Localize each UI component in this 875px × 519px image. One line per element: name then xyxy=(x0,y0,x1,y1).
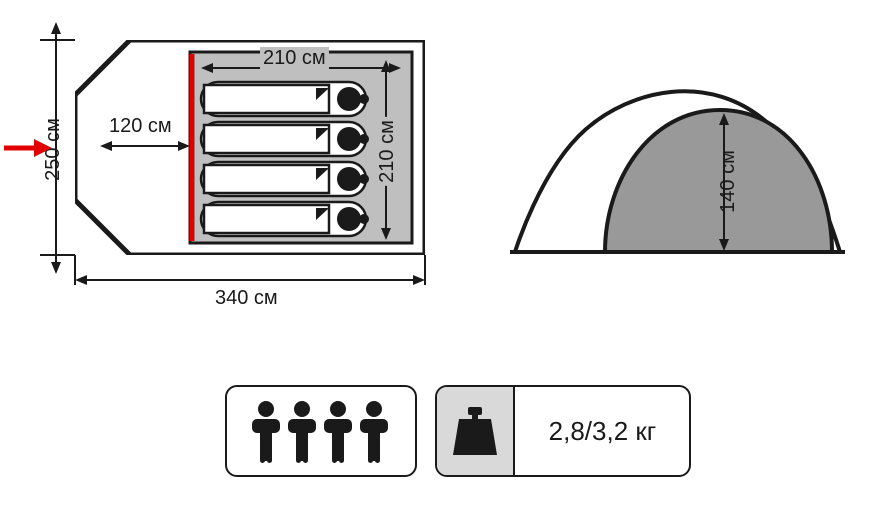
dim-vestibule: 120 см xyxy=(109,115,172,138)
tick-line xyxy=(40,38,75,42)
dim-outer-width: 340 см xyxy=(215,287,278,310)
dim-side-height: 140 см xyxy=(717,150,740,213)
tick-line xyxy=(40,253,75,257)
dim-inner-width: 210 см xyxy=(260,47,329,70)
persons-icon xyxy=(246,399,396,463)
weight-value: 2,8/3,2 кг xyxy=(515,387,689,475)
side-view-elevation xyxy=(510,80,845,255)
entry-arrow-icon xyxy=(4,136,52,160)
dim-outer-width-arrow xyxy=(75,272,425,288)
capacity-badge xyxy=(225,385,417,477)
dim-inner-height: 210 см xyxy=(376,117,399,186)
tick-line xyxy=(73,255,77,285)
dim-vestibule-arrow xyxy=(100,138,190,154)
weight-badge: 2,8/3,2 кг xyxy=(435,385,691,477)
tick-line xyxy=(423,255,427,285)
weight-icon xyxy=(453,407,497,455)
